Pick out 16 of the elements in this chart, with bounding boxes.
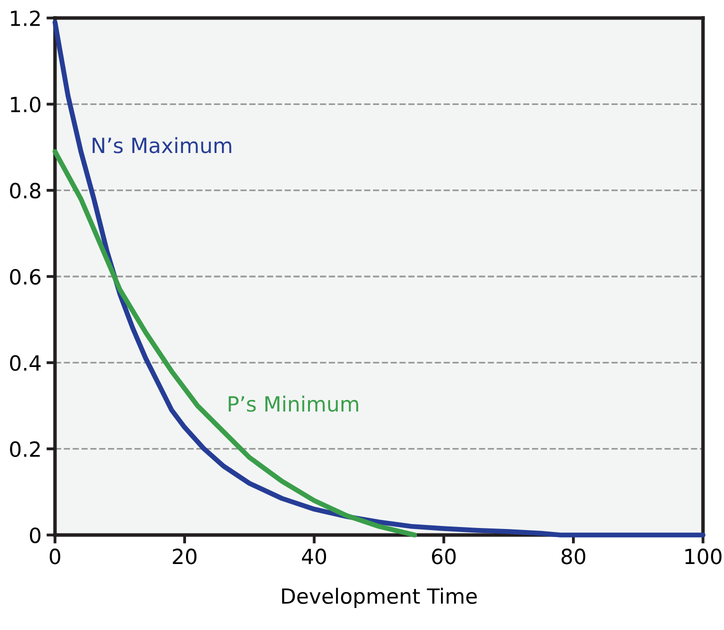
x-tick-label: 20 (172, 548, 196, 564)
y-tick-label: 0.8 (10, 182, 40, 199)
x-tick-label: 100 (685, 548, 722, 564)
y-tick-label: 0 (30, 527, 40, 544)
y-tick-label: 0.6 (10, 268, 40, 285)
x-tick-label: 60 (432, 548, 456, 564)
x-axis-title: Development Time (282, 588, 477, 608)
x-tick-label: 80 (562, 548, 586, 564)
y-tick-label: 0.2 (10, 441, 40, 458)
annotation: N’s Maximum (92, 137, 232, 154)
x-tick-label: 0 (50, 548, 60, 564)
y-tick-label: 1.2 (10, 10, 40, 26)
y-tick-label: 1.0 (10, 96, 40, 112)
y-tick-label: 0.4 (10, 355, 41, 371)
annotation: P’s Minimum (228, 396, 358, 412)
x-tick-label: 40 (302, 548, 326, 564)
